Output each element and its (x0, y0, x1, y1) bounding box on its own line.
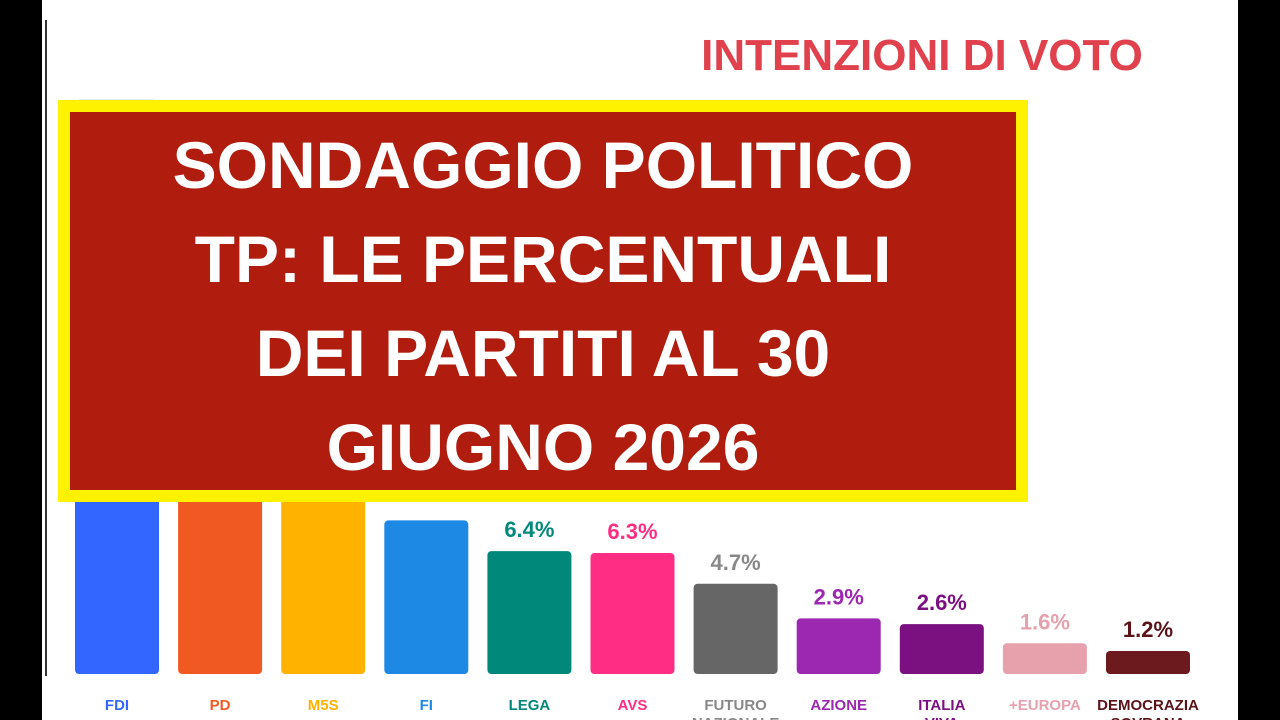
value-label: 4.7% (711, 550, 761, 575)
x-tick-label-line: SOVRANA (1110, 715, 1185, 720)
banner-line: SONDAGGIO POLITICO (173, 128, 914, 202)
x-tick-label: DEMOCRAZIASOVRANA (1097, 697, 1199, 720)
x-tick-label-line: PD (210, 697, 231, 714)
value-label: 1.2% (1123, 617, 1173, 642)
bar (1002, 643, 1087, 674)
x-tick-label: M5S (308, 697, 339, 714)
bar (693, 583, 778, 674)
x-tick-label: FI (420, 697, 433, 714)
x-tick-label: FUTURONAZIONALE (692, 697, 780, 720)
banner (70, 112, 1016, 490)
value-label: 2.9% (814, 584, 864, 609)
banner-line: GIUGNO 2026 (327, 410, 760, 484)
x-tick-label-line: NAZIONALE (692, 715, 780, 720)
bar (899, 624, 984, 674)
banner-line: TP: LE PERCENTUALI (195, 222, 892, 296)
value-label: 2.6% (917, 590, 967, 615)
x-tick-label-line: LEGA (509, 697, 551, 714)
x-tick-label-line: AVS (618, 697, 648, 714)
x-tick-label-line: ITALIA (918, 697, 965, 714)
x-tick-label: AZIONE (810, 697, 867, 714)
banner-line: DEI PARTITI AL 30 (256, 316, 831, 390)
x-tick-label: +EUROPA (1009, 697, 1081, 714)
value-label: 1.6% (1020, 609, 1070, 634)
x-tick-label: ITALIAVIVA (918, 697, 965, 720)
value-label: 6.4% (504, 517, 554, 542)
banner-text: SONDAGGIO POLITICO TP: LE PERCENTUALI DEI … (173, 128, 914, 484)
bar (384, 520, 469, 674)
x-tick-label-line: FDI (105, 697, 129, 714)
x-tick-label-line: FI (420, 697, 433, 714)
x-tick-label-line: VIVA (925, 715, 959, 720)
x-tick-label: FDI (105, 697, 129, 714)
x-tick-label: AVS (618, 697, 648, 714)
value-label: 6.3% (607, 519, 657, 544)
x-tick-label: LEGA (509, 697, 551, 714)
bar (1106, 650, 1190, 674)
x-tick-label-line: M5S (308, 697, 339, 714)
x-tick-label-line: AZIONE (810, 697, 867, 714)
bar (796, 618, 881, 674)
bar (590, 553, 675, 674)
x-tick-label-line: +EUROPA (1009, 697, 1081, 714)
bar (487, 551, 572, 674)
x-tick-label: PD (210, 697, 231, 714)
chart-title: INTENZIONI DI VOTO (701, 31, 1143, 80)
x-tick-label-line: FUTURO (704, 697, 767, 714)
x-tick-label-line: DEMOCRAZIA (1097, 697, 1199, 714)
